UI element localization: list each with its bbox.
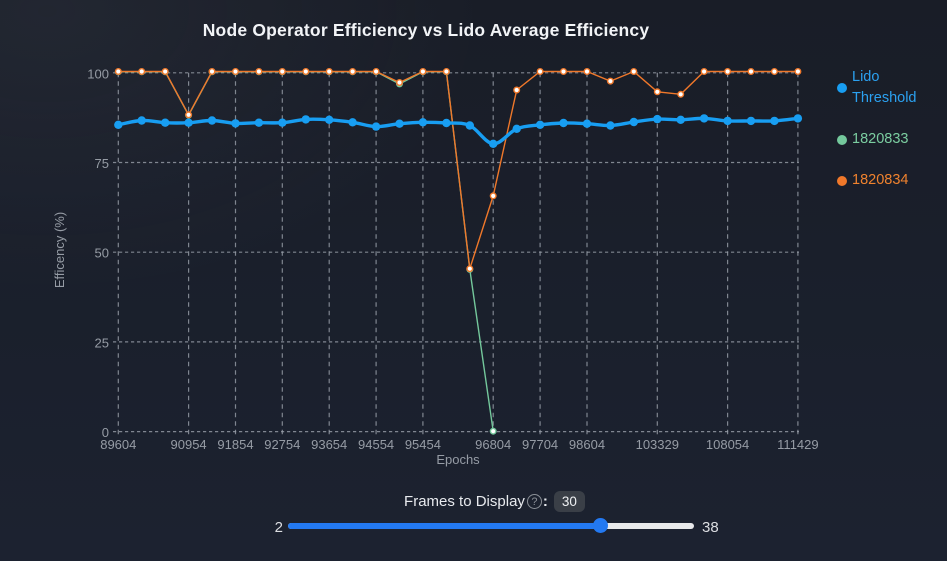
svg-text:50: 50 xyxy=(95,246,109,261)
svg-text:94554: 94554 xyxy=(358,437,394,452)
svg-text:90954: 90954 xyxy=(171,437,207,452)
svg-text:Epochs: Epochs xyxy=(436,452,480,467)
svg-text:75: 75 xyxy=(95,156,109,171)
svg-text:25: 25 xyxy=(95,335,109,350)
svg-text:97704: 97704 xyxy=(522,437,558,452)
svg-text:111429: 111429 xyxy=(777,437,818,452)
svg-text:100: 100 xyxy=(87,66,109,81)
svg-text:92754: 92754 xyxy=(264,437,300,452)
svg-text:95454: 95454 xyxy=(405,437,441,452)
svg-text:98604: 98604 xyxy=(569,437,605,452)
svg-text:108054: 108054 xyxy=(706,437,749,452)
svg-text:0: 0 xyxy=(102,425,109,440)
svg-text:96804: 96804 xyxy=(475,437,511,452)
svg-text:103329: 103329 xyxy=(636,437,679,452)
svg-text:Efficency (%): Efficency (%) xyxy=(52,212,67,288)
svg-text:93654: 93654 xyxy=(311,437,347,452)
svg-text:89604: 89604 xyxy=(100,437,136,452)
svg-text:91854: 91854 xyxy=(217,437,253,452)
